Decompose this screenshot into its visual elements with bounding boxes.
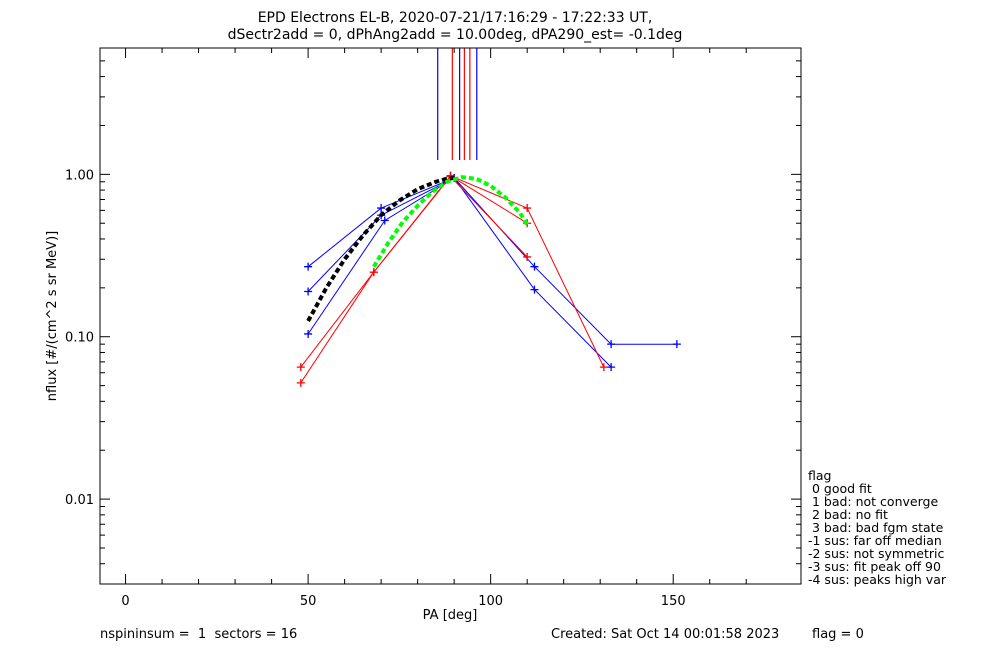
data-point — [530, 262, 539, 271]
data-point — [377, 204, 386, 213]
data-point — [296, 363, 305, 372]
data-point — [296, 378, 305, 387]
data-point — [304, 262, 313, 271]
legend-item: -1 sus: far off median — [808, 533, 942, 548]
x-tick-label: 100 — [478, 594, 503, 609]
x-axis-label: PA [deg] — [423, 608, 478, 623]
footer-created: Created: Sat Oct 14 00:01:58 2023 — [551, 627, 780, 642]
data-point — [304, 287, 313, 296]
footer-flag: flag = 0 — [812, 627, 864, 642]
series-line — [450, 175, 528, 224]
data-point — [523, 252, 532, 261]
legend-item: -3 sus: fit peak off 90 — [808, 559, 941, 574]
plot-frame — [99, 47, 802, 585]
data-point — [380, 216, 389, 225]
legend-title: flag — [808, 468, 832, 483]
data-point — [672, 340, 681, 349]
series-line — [307, 177, 612, 368]
footer-spin-info: nspininsum = 1 sectors = 16 — [100, 627, 298, 642]
data-point — [523, 204, 532, 213]
flag-legend: flag 0 good fit 1 bad: not converge 2 ba… — [808, 469, 946, 586]
x-tick-label: 50 — [300, 594, 317, 609]
data-point — [599, 363, 608, 372]
fit-curve — [372, 175, 529, 268]
data-point — [607, 340, 616, 349]
data-point — [304, 329, 313, 338]
x-tick-label: 150 — [661, 594, 686, 609]
legend-item: 3 bad: bad fgm state — [808, 520, 944, 535]
series-line — [307, 177, 677, 345]
y-tick-label: 1.00 — [65, 168, 94, 183]
legend-item: 2 bad: no fit — [808, 507, 888, 522]
y-tick-label: 0.10 — [65, 331, 94, 346]
data-point — [369, 268, 378, 277]
data-point — [607, 363, 616, 372]
y-tick-label: 0.01 — [65, 493, 94, 508]
legend-item: 1 bad: not converge — [808, 494, 939, 509]
fit-curve — [306, 176, 455, 322]
series-line — [300, 175, 605, 384]
y-axis-label: nflux [#/(cm^2 s sr MeV)] — [45, 231, 60, 401]
x-tick-label: 0 — [121, 594, 129, 609]
chart-title-line-2: dSectr2add = 0, dPhAng2add = 10.00deg, d… — [228, 27, 683, 43]
data-point — [530, 285, 539, 294]
series-line — [300, 175, 528, 368]
legend-item: -4 sus: peaks high var — [808, 572, 947, 587]
chart-title-line-1: EPD Electrons EL-B, 2020-07-21/17:16:29 … — [258, 10, 653, 26]
legend-item: -2 sus: not symmetric — [808, 546, 945, 561]
legend-item: 0 good fit — [808, 481, 872, 496]
